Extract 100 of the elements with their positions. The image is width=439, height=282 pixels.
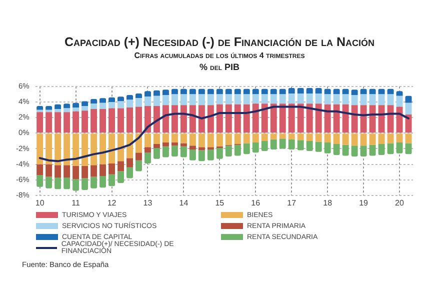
- bar: [396, 142, 403, 154]
- bar: [207, 94, 214, 106]
- bar: [405, 143, 412, 154]
- bar: [333, 88, 340, 94]
- bar: [72, 179, 80, 191]
- bar: [405, 134, 412, 144]
- bar: [171, 146, 178, 157]
- bar: [369, 134, 376, 145]
- bar: [405, 102, 412, 115]
- bar: [144, 96, 151, 106]
- bar: [225, 88, 232, 94]
- bar: [64, 112, 70, 133]
- bar: [136, 106, 142, 133]
- bar: [324, 88, 331, 94]
- bar: [126, 108, 133, 133]
- bar: [180, 143, 187, 146]
- x-tick-label: 18: [323, 198, 333, 208]
- bar: [369, 105, 376, 133]
- bar: [243, 134, 250, 144]
- bar: [369, 94, 376, 106]
- bar: [216, 104, 223, 133]
- bar: [108, 164, 116, 174]
- bar: [306, 88, 313, 94]
- bar: [216, 88, 223, 94]
- bar: [118, 108, 124, 133]
- bar: [243, 88, 250, 94]
- bar: [72, 134, 80, 166]
- bar: [198, 105, 205, 133]
- bar: [243, 94, 250, 104]
- bar: [315, 88, 322, 94]
- bar: [46, 112, 52, 133]
- bar: [54, 178, 62, 190]
- bar: [126, 158, 133, 168]
- bar: [288, 139, 295, 150]
- bar: [252, 104, 259, 133]
- bar: [198, 88, 205, 94]
- bar: [90, 109, 98, 133]
- bar: [225, 104, 232, 133]
- bar: [180, 146, 187, 158]
- bar: [324, 142, 331, 154]
- bar: [180, 105, 187, 133]
- bar: [100, 102, 106, 110]
- bar: [162, 146, 169, 158]
- bar: [261, 104, 268, 133]
- bar: [144, 152, 151, 164]
- bar: [171, 134, 178, 143]
- bar: [54, 134, 62, 166]
- bar: [108, 174, 116, 186]
- bar: [360, 94, 367, 106]
- bar: [108, 108, 116, 133]
- bar: [136, 94, 142, 98]
- bar: [216, 148, 223, 159]
- bar: [64, 104, 70, 108]
- bar: [387, 94, 394, 106]
- bar: [342, 94, 349, 104]
- bar: [90, 165, 98, 177]
- x-tick-label: 10: [35, 198, 45, 208]
- bar: [243, 143, 250, 154]
- bar: [279, 138, 286, 149]
- bar: [378, 144, 385, 155]
- bar: [136, 98, 142, 107]
- bar: [387, 88, 394, 94]
- bar: [387, 105, 394, 133]
- bar: [306, 94, 313, 104]
- bar: [252, 88, 259, 94]
- bar: [46, 134, 52, 164]
- bar: [351, 95, 358, 106]
- bar: [297, 104, 304, 133]
- bar: [100, 134, 106, 164]
- bar: [261, 140, 268, 152]
- bar: [270, 88, 277, 94]
- bar: [90, 98, 98, 104]
- bar: [100, 98, 106, 103]
- chart-title: Capacidad (+) Necesidad (-) de Financiación de la Nación: [64, 35, 376, 49]
- bar: [126, 134, 133, 158]
- bar: [72, 166, 80, 180]
- bar: [90, 176, 98, 188]
- bar: [153, 134, 160, 144]
- bar: [108, 97, 116, 102]
- bar: [297, 134, 304, 140]
- bar: [118, 161, 124, 172]
- x-tick-label: 19: [359, 198, 369, 208]
- bar: [198, 150, 205, 162]
- bar: [324, 94, 331, 104]
- x-tick-label: 20: [395, 198, 405, 208]
- bar: [270, 134, 277, 140]
- bar: [72, 111, 80, 133]
- bar: [270, 139, 277, 150]
- bar: [100, 109, 106, 133]
- bar: [153, 106, 160, 133]
- bar: [315, 134, 322, 142]
- bar: [64, 165, 70, 178]
- bar: [189, 150, 196, 160]
- bar: [118, 134, 124, 162]
- bar: [171, 94, 178, 106]
- bar: [36, 112, 44, 133]
- bar: [351, 134, 358, 146]
- bar: [225, 146, 232, 157]
- bar: [189, 146, 196, 150]
- bar: [315, 104, 322, 133]
